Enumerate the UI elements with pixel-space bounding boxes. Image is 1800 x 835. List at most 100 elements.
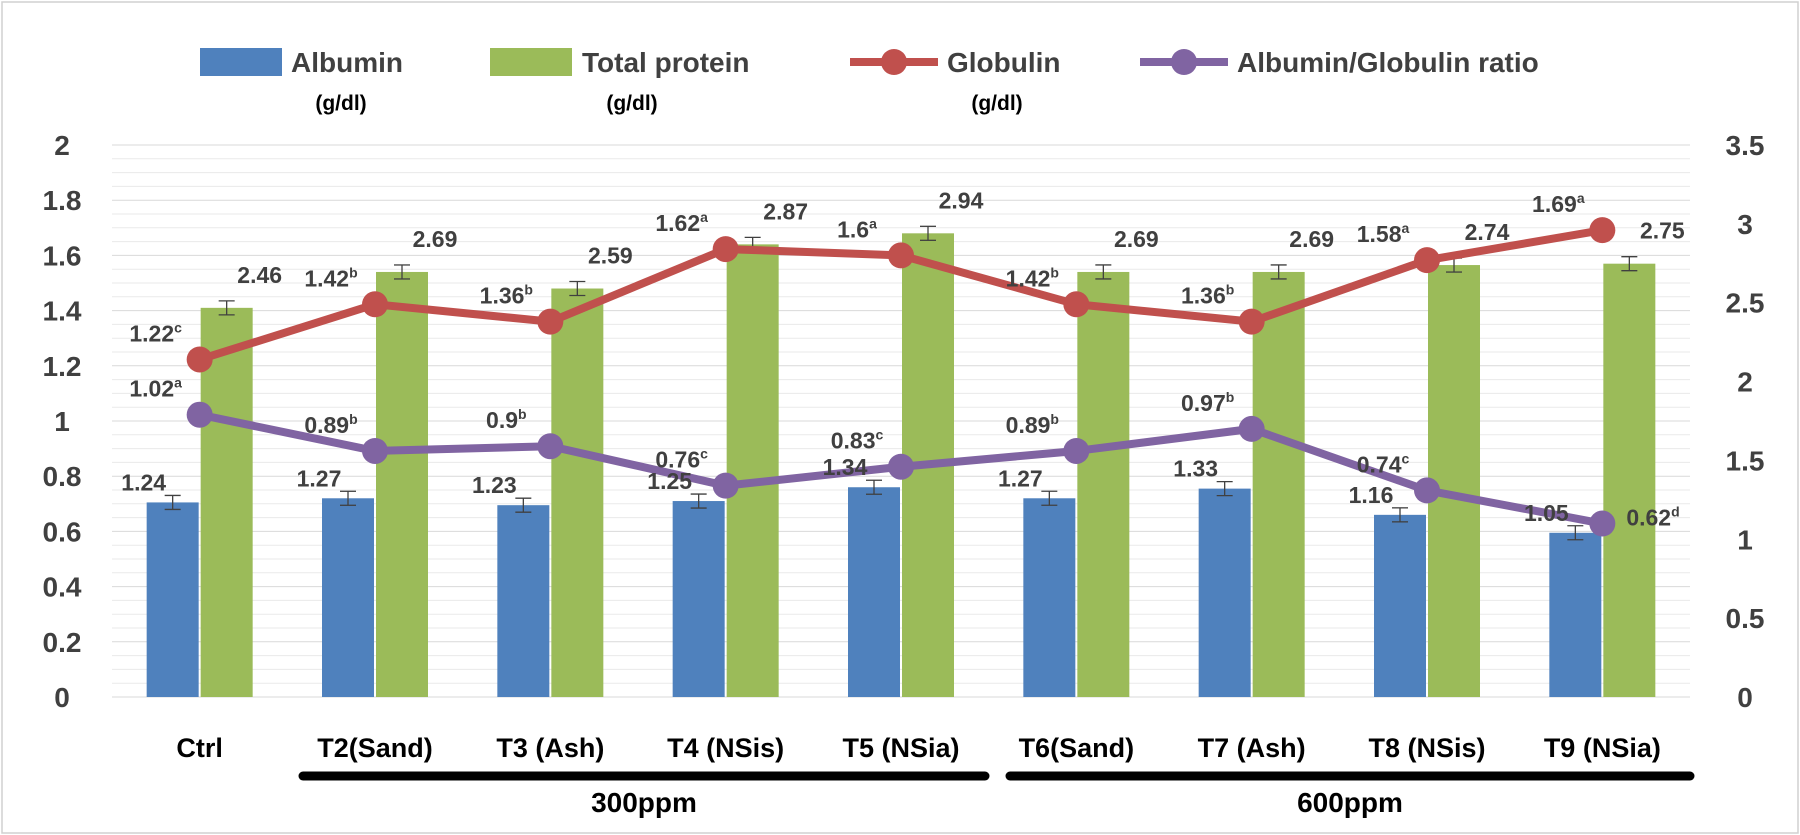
globulin-marker bbox=[1414, 247, 1440, 274]
category-label: T7 (Ash) bbox=[1198, 733, 1306, 763]
legend-globulin-marker bbox=[881, 49, 907, 75]
left-tick-label: 0.8 bbox=[43, 461, 82, 492]
globulin-marker bbox=[1063, 291, 1090, 318]
legend-unit-label: (g/dl) bbox=[315, 92, 366, 115]
left-tick-label: 0.6 bbox=[43, 516, 82, 547]
ratio-marker bbox=[186, 401, 213, 428]
total-protein-value-label: 2.74 bbox=[1465, 219, 1510, 245]
left-tick-label: 1.4 bbox=[43, 296, 82, 327]
axis-ticks: 0 0.2 0.4 0.6 0.8 1 1.2 1.4 1.6 1.8 2 0 0.5 1 1.5 2 2.5 3… bbox=[43, 130, 1765, 713]
right-tick-label: 3.5 bbox=[1726, 130, 1765, 161]
group-label: 300ppm bbox=[591, 787, 697, 818]
legend-albumin-swatch bbox=[200, 48, 282, 76]
albumin-bar bbox=[1198, 488, 1251, 697]
globulin-value-label: 1.36b bbox=[1181, 282, 1234, 309]
globulin-value-label: 1.6a bbox=[837, 215, 877, 242]
legend-ratio-marker bbox=[1171, 49, 1197, 75]
left-tick-label: 1 bbox=[54, 406, 70, 437]
left-tick-label: 0.2 bbox=[43, 627, 82, 658]
total-protein-bar bbox=[200, 307, 253, 697]
albumin-bar bbox=[497, 505, 550, 697]
ratio-marker bbox=[362, 437, 388, 464]
category-label: T8 (NSis) bbox=[1368, 733, 1485, 763]
category-label: T9 (NSia) bbox=[1544, 733, 1661, 763]
total-protein-bar bbox=[551, 288, 604, 697]
right-tick-label: 3 bbox=[1737, 209, 1753, 240]
left-tick-label: 1.2 bbox=[43, 351, 82, 382]
globulin-value-label: 1.36b bbox=[480, 282, 533, 309]
right-tick-label: 0.5 bbox=[1726, 603, 1765, 634]
ratio-value-label: 0.89b bbox=[304, 411, 357, 438]
albumin-value-label: 1.33 bbox=[1173, 456, 1218, 482]
total-protein-bar bbox=[1252, 271, 1305, 697]
globulin-marker bbox=[1589, 217, 1616, 244]
category-label: T2(Sand) bbox=[317, 733, 433, 763]
bars bbox=[146, 225, 1656, 698]
albumin-bar bbox=[146, 502, 199, 697]
legend-unit-label: (g/dl) bbox=[606, 92, 657, 115]
ratio-marker bbox=[537, 433, 564, 460]
total-protein-bar bbox=[376, 271, 428, 697]
ratio-value-label: 1.02a bbox=[129, 375, 182, 402]
ratio-value-label: 0.83c bbox=[831, 427, 884, 454]
total-protein-value-label: 2.59 bbox=[588, 243, 633, 269]
legend-label: Total protein bbox=[582, 47, 749, 78]
legend-unit-label: (g/dl) bbox=[971, 92, 1022, 115]
albumin-value-label: 1.34 bbox=[823, 454, 868, 480]
globulin-value-label: 1.22c bbox=[129, 319, 182, 346]
albumin-bar bbox=[1023, 498, 1076, 697]
globulin-value-label: 1.42b bbox=[304, 264, 357, 291]
ratio-marker bbox=[1414, 477, 1440, 504]
globulin-value-label: 1.58a bbox=[1357, 220, 1410, 247]
albumin-value-label: 1.27 bbox=[297, 465, 342, 491]
right-tick-label: 1.5 bbox=[1726, 445, 1765, 476]
data-labels: 1.24 2.46 1.22c 1.02a 1.27 2.69 1.42b 0.89b 1.23… bbox=[121, 187, 1685, 530]
ratio-value-label: 0.97b bbox=[1181, 389, 1234, 416]
legend-label: Albumin/Globulin ratio bbox=[1237, 47, 1539, 78]
left-tick-label: 0.4 bbox=[43, 572, 82, 603]
ratio-marker bbox=[1238, 415, 1265, 442]
albumin-bar bbox=[672, 501, 725, 697]
left-tick-label: 2 bbox=[54, 130, 70, 161]
albumin-bar bbox=[322, 498, 374, 697]
globulin-marker bbox=[888, 242, 914, 269]
total-protein-value-label: 2.69 bbox=[413, 226, 458, 252]
legend-label: Albumin bbox=[291, 47, 403, 78]
globulin-value-label: 1.42b bbox=[1006, 264, 1059, 291]
globulin-value-label: 1.69a bbox=[1532, 190, 1585, 217]
ratio-value-label: 0.9b bbox=[486, 406, 527, 433]
category-axis: Ctrl T2(Sand) T3 (Ash) T4 (NSis) T5 (NSia) T6… bbox=[176, 733, 1660, 763]
globulin-value-label: 1.62a bbox=[655, 209, 708, 236]
albumin-value-label: 1.23 bbox=[472, 472, 517, 498]
gridlines bbox=[112, 144, 1690, 698]
right-tick-label: 2 bbox=[1737, 367, 1753, 398]
globulin-marker bbox=[186, 346, 213, 373]
right-tick-label: 0 bbox=[1737, 682, 1753, 713]
globulin-marker bbox=[362, 291, 388, 318]
series-lines bbox=[186, 217, 1616, 537]
ratio-value-label: 0.62d bbox=[1626, 504, 1679, 531]
right-tick-label: 1 bbox=[1737, 524, 1753, 555]
total-protein-bar bbox=[1077, 271, 1130, 697]
total-protein-value-label: 2.69 bbox=[1289, 226, 1334, 252]
ratio-value-label: 0.76c bbox=[655, 446, 708, 473]
total-protein-bar bbox=[726, 244, 779, 698]
albumin-value-label: 1.05 bbox=[1524, 500, 1569, 526]
ratio-marker bbox=[1063, 437, 1090, 464]
albumin-value-label: 1.16 bbox=[1349, 482, 1394, 508]
legend-label: Globulin bbox=[947, 47, 1061, 78]
ratio-value-label: 0.74c bbox=[1357, 450, 1410, 477]
right-tick-label: 2.5 bbox=[1726, 288, 1765, 319]
total-protein-value-label: 2.46 bbox=[237, 262, 282, 288]
globulin-marker bbox=[712, 236, 739, 263]
albumin-bar bbox=[848, 487, 900, 697]
ratio-marker bbox=[712, 472, 739, 499]
ratio-marker bbox=[1589, 510, 1616, 537]
group-brackets: 300ppm 600ppm bbox=[298, 771, 1695, 818]
legend-total-protein-swatch bbox=[490, 48, 572, 76]
category-label: T6(Sand) bbox=[1019, 733, 1135, 763]
total-protein-value-label: 2.94 bbox=[939, 187, 984, 213]
albumin-value-label: 1.27 bbox=[998, 465, 1043, 491]
ratio-marker bbox=[888, 453, 914, 480]
